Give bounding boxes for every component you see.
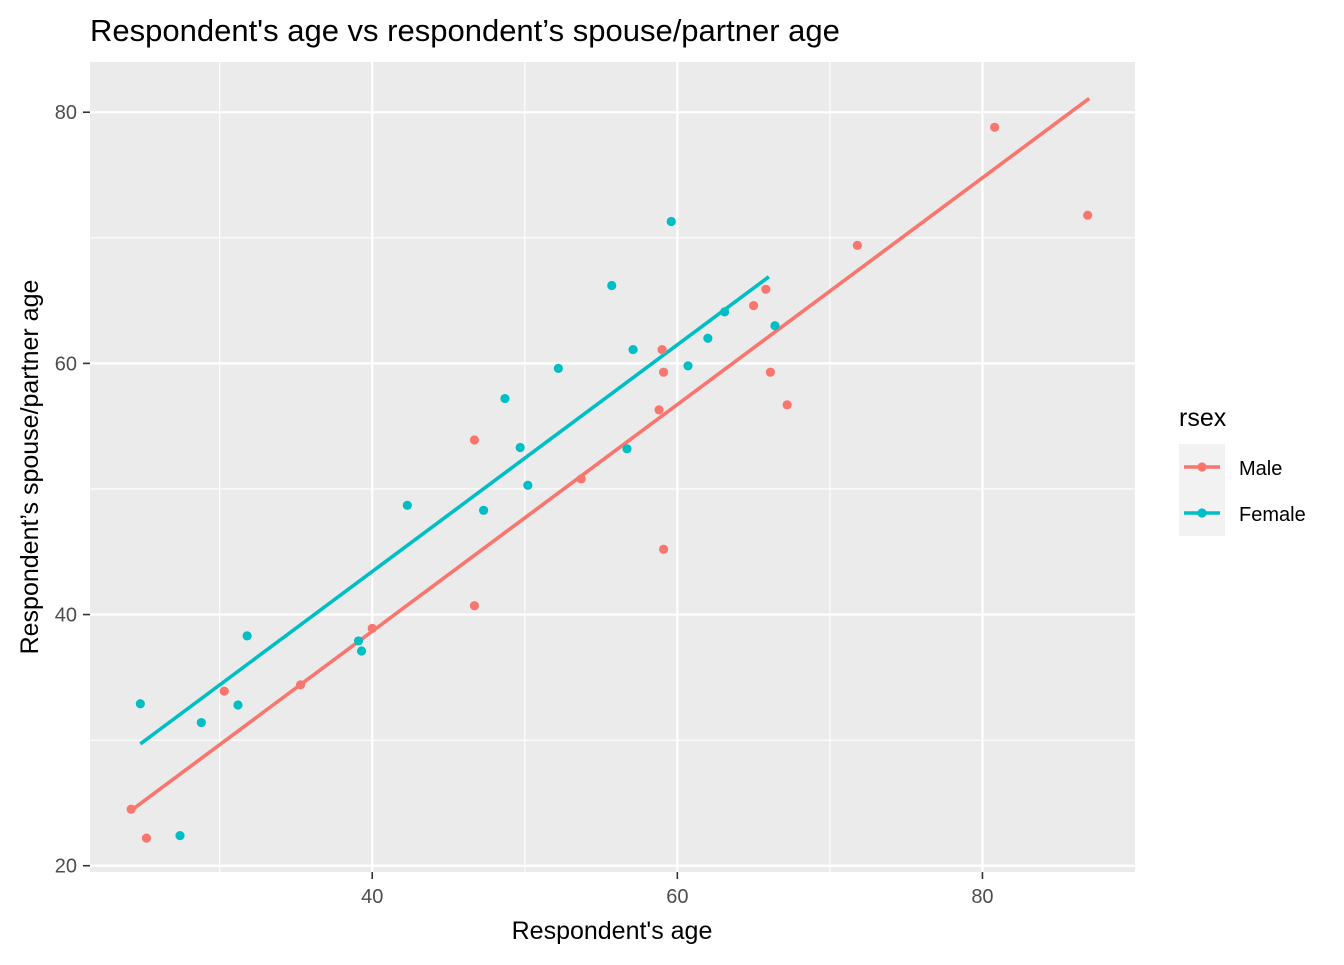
grid-lines [90, 62, 1135, 872]
legend-marker-male [1197, 462, 1207, 472]
data-point-male [469, 601, 480, 611]
legend-label-female: Female [1239, 504, 1306, 526]
data-point-female [402, 500, 412, 510]
axes: 40 60 80 20 40 60 80 [55, 102, 994, 908]
data-point-male [141, 833, 152, 843]
data-point-male [295, 680, 306, 690]
data-point-female [770, 321, 780, 331]
data-point-male [1083, 210, 1093, 220]
data-point-male [990, 122, 1000, 132]
data-point-female [233, 700, 243, 710]
data-points [126, 122, 1093, 843]
fit-line-male [130, 96, 1091, 812]
data-point-female [515, 442, 525, 453]
data-point-male [657, 344, 667, 355]
data-point-male [765, 367, 775, 377]
data-point-female [523, 480, 533, 490]
data-point-male [749, 301, 759, 311]
data-point-female [683, 361, 693, 371]
data-point-female [196, 717, 206, 728]
data-point-female [553, 363, 563, 374]
data-point-male [852, 240, 862, 250]
data-point-female [135, 699, 145, 709]
x-tick-label: 60 [666, 886, 688, 908]
data-point-male [654, 405, 664, 415]
x-tick-label: 40 [361, 886, 383, 908]
x-tick-label: 80 [971, 886, 993, 908]
data-point-male [469, 435, 480, 445]
chart-title: Respondent's age vs respondent’s spouse/… [90, 13, 840, 48]
data-point-male [126, 804, 136, 814]
regression-lines [130, 96, 1091, 812]
x-axis-label: Respondent's age [512, 917, 713, 945]
y-tick-label: 40 [55, 605, 77, 627]
data-point-female [356, 646, 367, 656]
legend: rsex Male Female [1179, 404, 1306, 536]
y-tick-label: 20 [55, 856, 77, 878]
data-point-male [367, 623, 377, 633]
data-point-female [607, 280, 617, 291]
data-point-female [500, 393, 510, 404]
data-point-female [353, 636, 364, 646]
data-point-female [622, 444, 632, 454]
data-point-female [628, 344, 638, 355]
data-point-female [478, 505, 489, 515]
plot-panel [90, 62, 1135, 872]
y-tick-label: 60 [55, 353, 77, 375]
y-tick-label: 80 [55, 102, 77, 124]
data-point-female [720, 307, 730, 317]
data-point-male [761, 284, 771, 294]
legend-title: rsex [1179, 404, 1227, 432]
y-axis-label: Respondent’s spouse/partner age [16, 280, 44, 655]
data-point-female [666, 216, 676, 227]
legend-label-male: Male [1239, 458, 1282, 480]
data-point-male [576, 474, 586, 484]
data-point-male [659, 367, 669, 377]
data-point-male [782, 400, 792, 410]
data-point-male [219, 686, 229, 696]
fit-line-female [139, 275, 770, 746]
data-point-male [659, 544, 669, 554]
data-point-female [242, 631, 252, 641]
data-point-female [703, 333, 713, 343]
legend-marker-female [1197, 508, 1207, 518]
data-point-female [175, 830, 185, 841]
